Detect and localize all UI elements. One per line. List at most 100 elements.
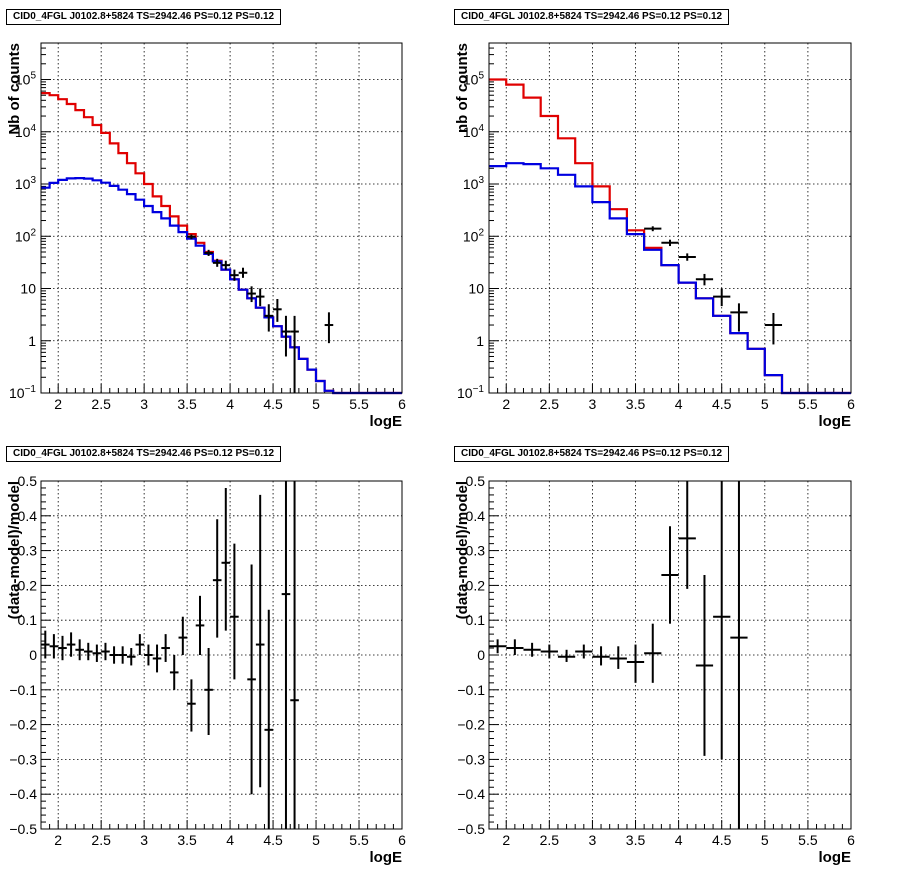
data-point [238,267,248,278]
data-point [264,304,274,332]
x-tick-label: 5.5 [349,396,369,412]
panel-3: 2 2.5 3 3.5 4 4.5 5 5.5 6 −0.5 −0.4 −0.3 −0.2 −0.1 0 0.… [454,473,855,866]
data-point [118,646,127,664]
plot-frame [488,480,852,830]
data-point [101,642,110,661]
x-tick-label: 4 [675,396,683,412]
data-point [713,481,731,760]
data-point [264,609,274,829]
y-tick-label: 0.3 [466,543,486,559]
x-tick-label: 6 [847,396,855,412]
data-point [713,288,731,307]
x-tick-label: 3.5 [626,832,646,848]
y-tick-label: 105 [463,71,485,88]
data-point [695,574,714,756]
y-tick-label: 105 [15,71,37,88]
data-point [592,646,610,666]
data-point [255,288,265,307]
x-tick-label: 3.5 [177,832,197,848]
x-tick-label: 2.5 [91,832,111,848]
y-tick-label: 1 [476,333,484,349]
chart-title: CID0_4FGL J0102.8+5824 TS=2942.46 PS=0.1… [461,11,723,22]
x-tick-label: 4.5 [712,396,732,412]
data-point [212,519,222,638]
data-point [187,679,196,732]
data-point [109,646,119,664]
data-point [730,303,748,332]
data-point [644,226,662,232]
data-point [255,494,265,788]
data-point [41,630,50,659]
x-tick-label: 4 [675,832,683,848]
y-tick-label: 0.2 [466,577,486,593]
y-tick-label: −0.5 [457,821,485,837]
x-tick-label: 2.5 [540,396,560,412]
x-axis-label: logE [819,849,852,866]
data-point [281,315,291,357]
series-line-component-model [41,177,402,395]
y-tick-label: 0.3 [18,543,38,559]
y-tick-label: 102 [463,227,485,244]
x-axis-label: logE [819,413,852,430]
y-tick-label: −0.5 [9,821,37,837]
data-point [273,298,282,322]
x-tick-label: 2 [54,396,62,412]
x-tick-label: 2 [502,396,510,412]
data-point [135,634,145,655]
y-tick-label: −0.1 [9,682,37,698]
x-tick-label: 6 [398,832,406,848]
data-point [221,487,231,631]
data-point [161,634,170,662]
data-point [661,239,679,247]
y-axis-label: nb of counts [454,43,471,133]
y-axis-label: (data-model)/model [454,481,471,619]
data-point [489,639,507,654]
y-tick-label: 104 [15,123,37,140]
data-point [324,312,334,344]
data-point [204,648,213,736]
panel-1: 2 2.5 3 3.5 4 4.5 5 5.5 6 10−1 1 10 102 103 104 105 logE… [454,42,855,430]
panel-2: 2 2.5 3 3.5 4 4.5 5 5.5 6 −0.5 −0.4 −0.3 −0.2 −0.1 0 0.… [6,473,406,866]
title-box-bottom-left: CID0_4FGL J0102.8+5824 TS=2942.46 PS=0.1… [6,446,282,462]
x-tick-label: 2 [54,832,62,848]
y-tick-label: −0.3 [9,751,37,767]
y-axis-label: (data-model)/model [6,481,23,619]
x-tick-label: 3 [140,832,148,848]
x-axis-label: logE [370,849,403,866]
panel-0: 2 2.5 3 3.5 4 4.5 5 5.5 6 10−1 1 10 102 103 104 105 logE… [6,42,406,430]
chart-title: CID0_4FGL J0102.8+5824 TS=2942.46 PS=0.1… [461,448,723,459]
x-tick-label: 4.5 [263,396,283,412]
x-tick-label: 3 [589,396,597,412]
y-tick-label: 103 [15,175,37,192]
y-tick-label: 10 [20,281,36,297]
x-tick-label: 5.5 [798,832,818,848]
y-tick-label: 1 [28,333,36,349]
data-point [212,258,222,267]
x-tick-label: 6 [847,832,855,848]
x-tick-label: 4.5 [263,832,283,848]
x-tick-label: 6 [398,396,406,412]
data-point [66,632,76,657]
y-tick-label: 10−1 [9,384,36,401]
data-point [49,634,59,659]
data-point [557,649,576,662]
x-tick-label: 5.5 [349,832,369,848]
y-tick-label: 0.4 [18,508,38,524]
y-tick-label: 104 [463,123,485,140]
data-point [230,543,239,680]
x-tick-label: 3.5 [626,396,646,412]
x-tick-label: 3 [589,832,597,848]
x-axis-label: logE [370,413,403,430]
data-point [695,273,714,286]
data-point [204,249,213,256]
data-point [540,644,558,659]
data-point [661,526,679,624]
plot-frame [40,480,403,830]
y-tick-label: −0.2 [9,717,37,733]
x-tick-label: 5 [761,832,769,848]
data-point [195,595,205,655]
x-tick-label: 5.5 [798,396,818,412]
y-tick-label: −0.2 [457,717,485,733]
x-tick-label: 4 [226,832,234,848]
